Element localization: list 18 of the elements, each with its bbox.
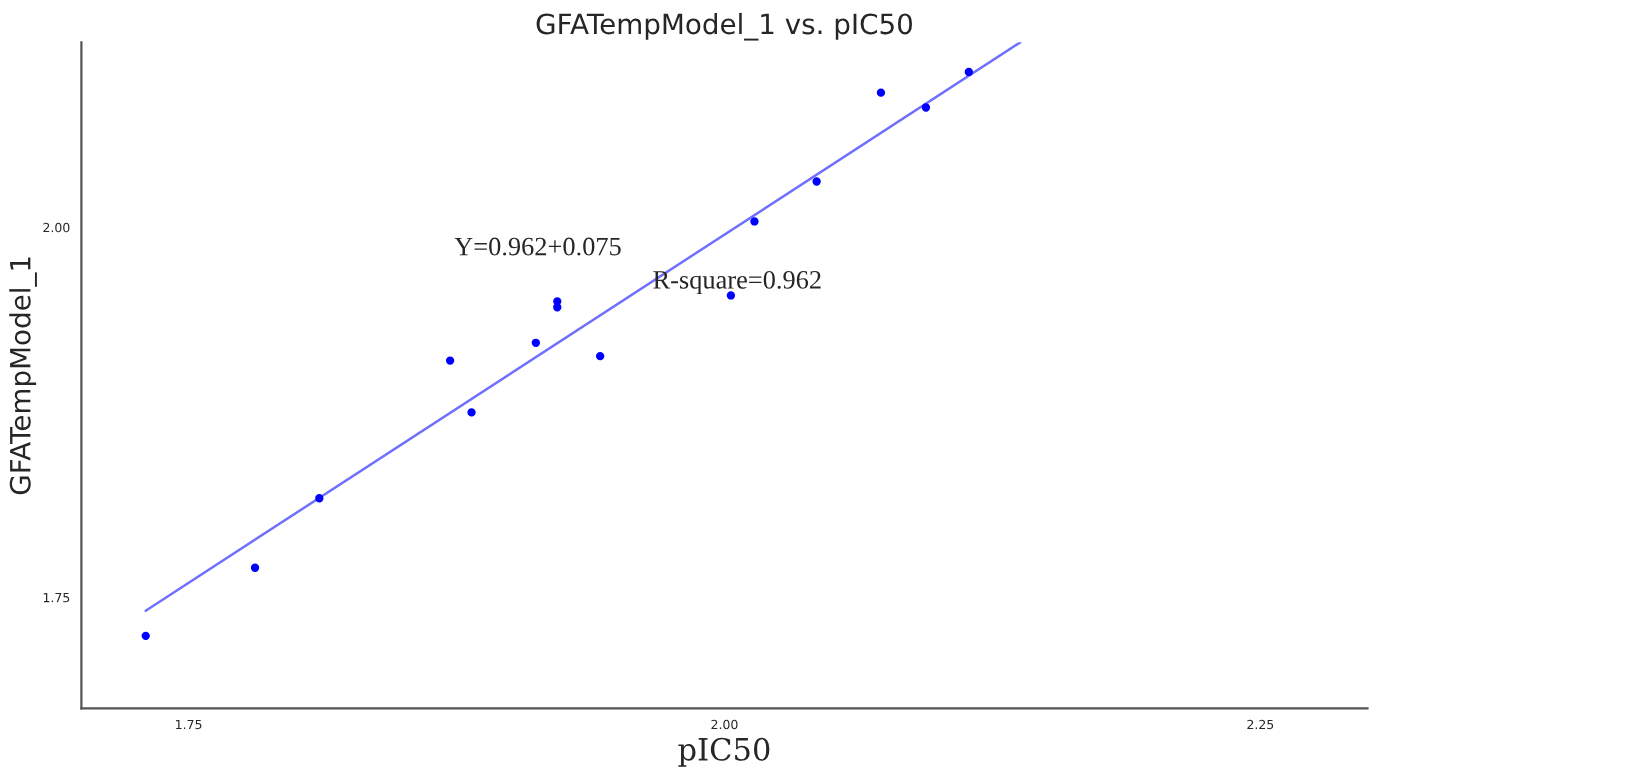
point [250,563,260,572]
point [315,494,324,503]
annotation: R-square=0.962 [653,270,821,295]
annotation: Y=0.962+0.075 [454,237,621,256]
point [445,356,455,365]
point [467,408,476,417]
point [876,88,886,97]
y-axis-title: GFATempModel_1 [9,257,37,495]
point [964,67,973,77]
point [595,351,605,361]
x-axis-title: pIC50 [678,737,770,767]
point [531,338,540,347]
point [921,103,931,112]
point [553,303,562,312]
point [812,177,821,186]
point [750,217,759,226]
point [141,631,150,641]
chart-title: GFATempModel_1 vs. pIC50 [536,12,912,41]
